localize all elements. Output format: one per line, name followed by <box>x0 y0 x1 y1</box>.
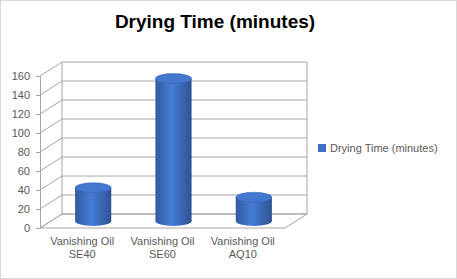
bar-body <box>155 79 191 222</box>
y-tick-mark <box>36 114 40 115</box>
y-tick: 40 <box>18 184 40 196</box>
title: Drying Time (minutes) <box>115 11 315 32</box>
legend: Drying Time (minutes) <box>318 142 438 154</box>
y-tick-mark <box>36 190 40 191</box>
y-tick: 60 <box>18 165 40 177</box>
y-tick-mark <box>36 95 40 96</box>
y-tick-mark <box>36 228 40 229</box>
chart: Drying Time (minutes) 0 20 40 60 80 100 120 140 1… <box>0 0 457 279</box>
y-tick: 0 <box>24 222 40 234</box>
bar-top <box>236 192 272 202</box>
bar <box>236 192 272 226</box>
grid <box>40 62 307 228</box>
bar <box>75 183 111 226</box>
legend-swatch <box>318 144 326 152</box>
y-tick-mark <box>36 171 40 172</box>
y-axis-line <box>40 77 41 229</box>
bar <box>155 74 191 227</box>
y-tick-label: 40 <box>18 184 30 196</box>
bar-top <box>75 183 111 193</box>
y-tick-label: 120 <box>12 108 30 120</box>
y-tick-mark <box>36 76 40 77</box>
y-axis: 0 20 40 60 80 100 120 140 160 <box>12 70 41 234</box>
y-tick-label: 80 <box>18 146 30 158</box>
y-tick: 140 <box>12 89 40 101</box>
y-tick-label: 60 <box>18 165 30 177</box>
x-tick-label: Vanishing OilSE40 <box>50 235 114 260</box>
y-tick: 20 <box>18 203 40 215</box>
legend-label: Drying Time (minutes) <box>330 142 438 154</box>
y-tick-label: 140 <box>12 89 30 101</box>
y-tick: 100 <box>12 127 40 139</box>
y-tick: 120 <box>12 108 40 120</box>
y-tick-mark <box>36 152 40 153</box>
chart-border <box>1 1 457 279</box>
y-tick-label: 0 <box>24 222 30 234</box>
x-tick-label: Vanishing OilSE60 <box>131 235 195 260</box>
y-tick-mark <box>36 133 40 134</box>
y-tick-mark <box>36 209 40 210</box>
x-tick-label: Vanishing OilAQ10 <box>211 235 275 260</box>
y-tick-label: 20 <box>18 203 30 215</box>
y-tick-label: 160 <box>12 70 30 82</box>
bar-top <box>155 74 191 84</box>
y-tick: 80 <box>18 146 40 158</box>
x-axis: Vanishing OilSE40 Vanishing OilSE60 Vanish… <box>50 235 275 260</box>
plot-area <box>75 74 272 227</box>
y-tick-label: 100 <box>12 127 30 139</box>
y-tick: 160 <box>12 70 40 82</box>
